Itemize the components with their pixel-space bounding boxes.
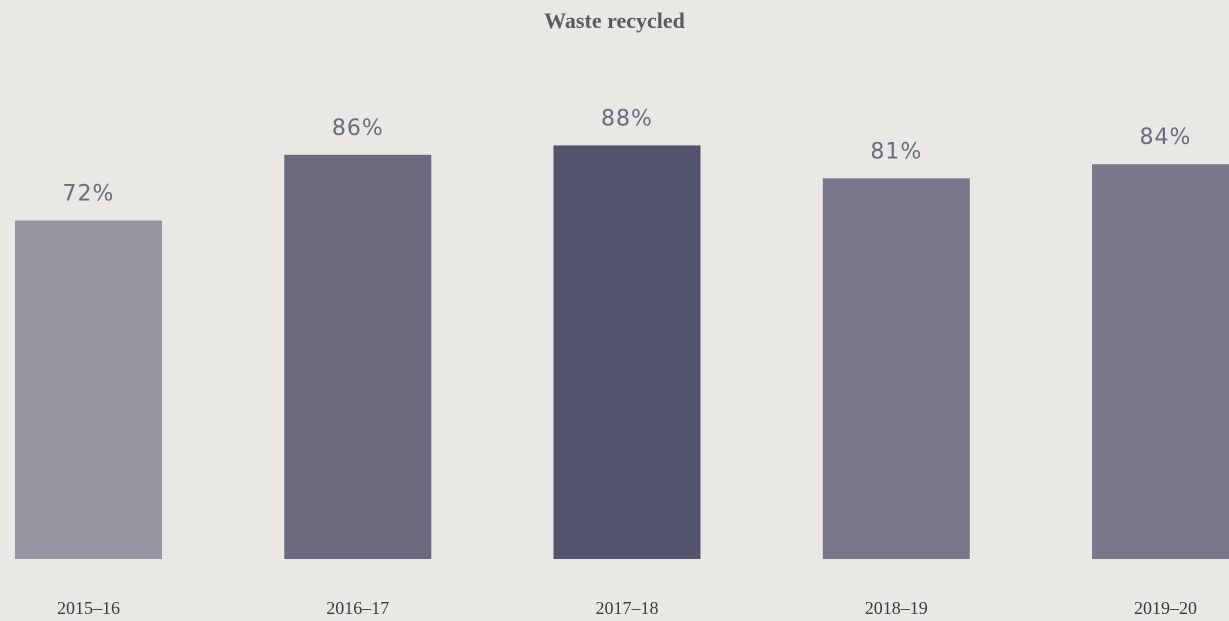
bar-2016–17: [284, 154, 432, 560]
bar-2017–18: [553, 145, 701, 559]
category-label-2017–18: 2017–18: [596, 598, 659, 618]
value-label-2018–19: 81%: [870, 139, 922, 164]
value-label-2016–17: 86%: [332, 116, 384, 141]
bar-2018–19: [822, 178, 970, 560]
category-label-2015–16: 2015–16: [57, 598, 120, 618]
category-label-2016–17: 2016–17: [326, 598, 389, 618]
category-label-2018–19: 2018–19: [865, 598, 928, 618]
bar-2019–20: [1092, 164, 1229, 559]
category-label-2019–20: 2019–20: [1134, 598, 1197, 618]
value-label-2017–18: 88%: [601, 106, 653, 131]
bar-2015–16: [15, 220, 162, 559]
chart-title: Waste recycled: [544, 8, 685, 33]
value-label-2015–16: 72%: [63, 182, 115, 207]
value-label-2019–20: 84%: [1140, 125, 1192, 150]
